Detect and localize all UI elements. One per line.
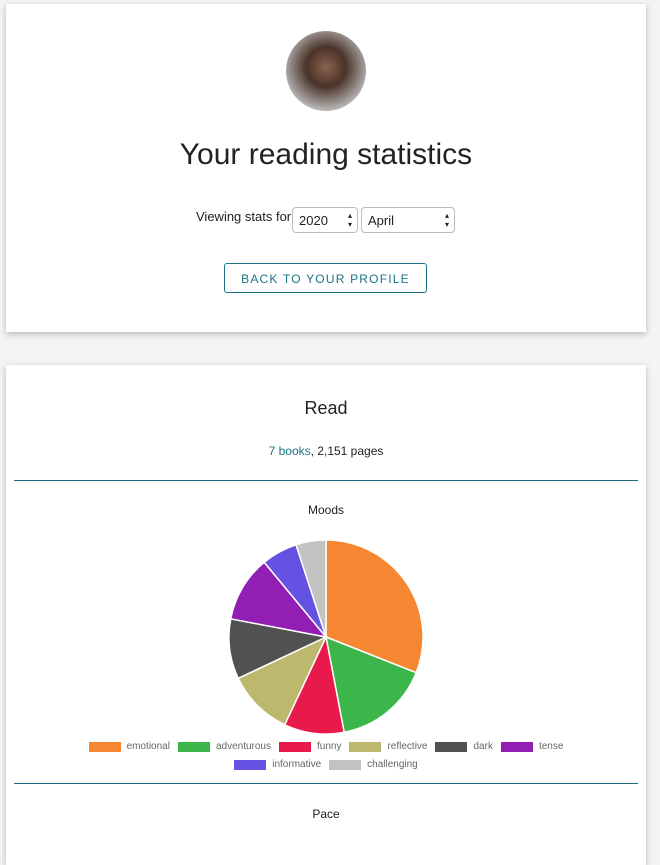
year-select[interactable]: 2020: [292, 207, 358, 233]
legend-swatch: [279, 741, 311, 752]
legend-item: dark: [435, 741, 493, 752]
chart-title: Moods: [307, 503, 345, 517]
legend-item: reflective: [349, 741, 427, 752]
divider: [14, 480, 638, 481]
legend-item: funny: [279, 741, 341, 752]
pie-chart: [228, 539, 424, 735]
legend-label: emotional: [126, 741, 170, 752]
pie-slice: [237, 635, 328, 726]
legend-swatch: [435, 741, 468, 752]
header-card: Your reading statistics Viewing stats fo…: [6, 4, 646, 332]
pages-text: , 2,151 pages: [310, 444, 384, 458]
legend-swatch: [234, 759, 267, 770]
legend-swatch: [177, 741, 210, 752]
legend-swatch: [88, 741, 121, 752]
profile-button[interactable]: BACK TO YOUR PROFILE: [224, 263, 427, 293]
legend-item: adventurous: [177, 741, 271, 752]
legend-label: challenging: [367, 759, 418, 770]
legend-label: reflective: [387, 741, 428, 752]
page-title: Your reading statistics: [179, 138, 473, 171]
pie-slice: [229, 561, 328, 639]
legend-label: tense: [538, 741, 564, 752]
legend-swatch: [349, 741, 382, 752]
viewing-label: Viewing stats for: [196, 209, 292, 224]
legend-item: tense: [500, 741, 564, 752]
legend-label: informative: [272, 759, 322, 770]
stats-card: Read 7 books, 2,151 pages Moods emotiona…: [6, 365, 646, 865]
summary: 7 books, 2,151 pages: [6, 444, 646, 458]
month-select[interactable]: April: [361, 207, 455, 233]
legend-item: informative: [234, 759, 321, 770]
divider: [14, 783, 638, 784]
books-link[interactable]: 7 books: [268, 444, 311, 458]
pie-slice: [325, 539, 424, 674]
pace-title: Pace: [312, 807, 340, 821]
avatar: [286, 31, 366, 111]
legend-swatch: [500, 741, 533, 752]
section-title: Read: [304, 398, 348, 418]
legend-item: emotional: [88, 741, 170, 752]
legend-label: dark: [473, 741, 493, 752]
legend-label: adventurous: [215, 741, 271, 752]
legend-label: funny: [317, 741, 342, 752]
pie-slice: [295, 539, 327, 638]
legend-swatch: [329, 759, 362, 770]
legend: emotional adventurous funny reflective dark t…: [41, 741, 611, 770]
legend-item: challenging: [329, 759, 418, 770]
pie-slice: [325, 635, 418, 734]
